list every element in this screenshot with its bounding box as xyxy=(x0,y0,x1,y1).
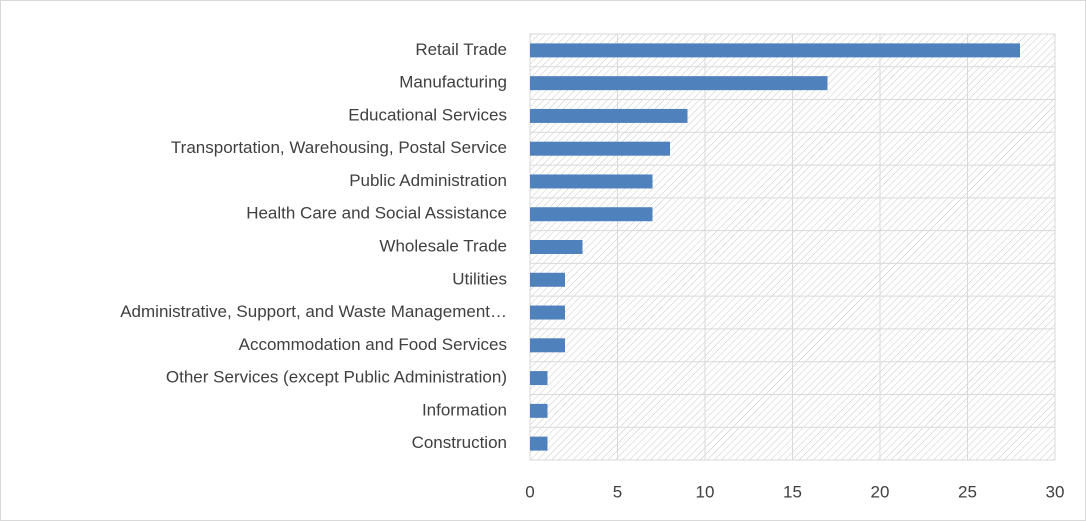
y-tick-label: Other Services (except Public Administra… xyxy=(166,368,507,387)
x-tick-label: 10 xyxy=(696,482,715,501)
y-tick-label: Retail Trade xyxy=(415,40,507,59)
bar xyxy=(530,272,565,287)
y-tick-label: Manufacturing xyxy=(399,73,507,92)
bar xyxy=(530,436,548,451)
bar xyxy=(530,207,653,222)
bar xyxy=(530,174,653,189)
bar xyxy=(530,76,828,91)
bar xyxy=(530,371,548,386)
x-tick-label: 5 xyxy=(613,482,622,501)
x-tick-label: 25 xyxy=(958,482,977,501)
bar xyxy=(530,403,548,418)
y-tick-label: Transportation, Warehousing, Postal Serv… xyxy=(171,138,507,157)
y-tick-label: Utilities xyxy=(452,269,507,288)
bar xyxy=(530,240,583,254)
bar xyxy=(530,141,670,156)
y-tick-label: Wholesale Trade xyxy=(379,236,507,255)
y-tick-label: Health Care and Social Assistance xyxy=(246,204,507,223)
y-tick-label: Information xyxy=(422,400,507,419)
x-tick-label: 15 xyxy=(783,482,802,501)
bar xyxy=(530,305,565,320)
y-tick-label: Public Administration xyxy=(349,171,507,190)
y-tick-label: Construction xyxy=(412,433,507,452)
bar xyxy=(530,108,688,123)
x-tick-label: 0 xyxy=(525,482,534,501)
y-tick-label: Educational Services xyxy=(348,105,507,124)
x-tick-label: 30 xyxy=(1046,482,1065,501)
bar xyxy=(530,43,1020,58)
x-tick-label: 20 xyxy=(871,482,890,501)
y-tick-label: Accommodation and Food Services xyxy=(239,335,507,354)
bar xyxy=(530,338,565,353)
y-tick-label: Administrative, Support, and Waste Manag… xyxy=(120,302,507,321)
